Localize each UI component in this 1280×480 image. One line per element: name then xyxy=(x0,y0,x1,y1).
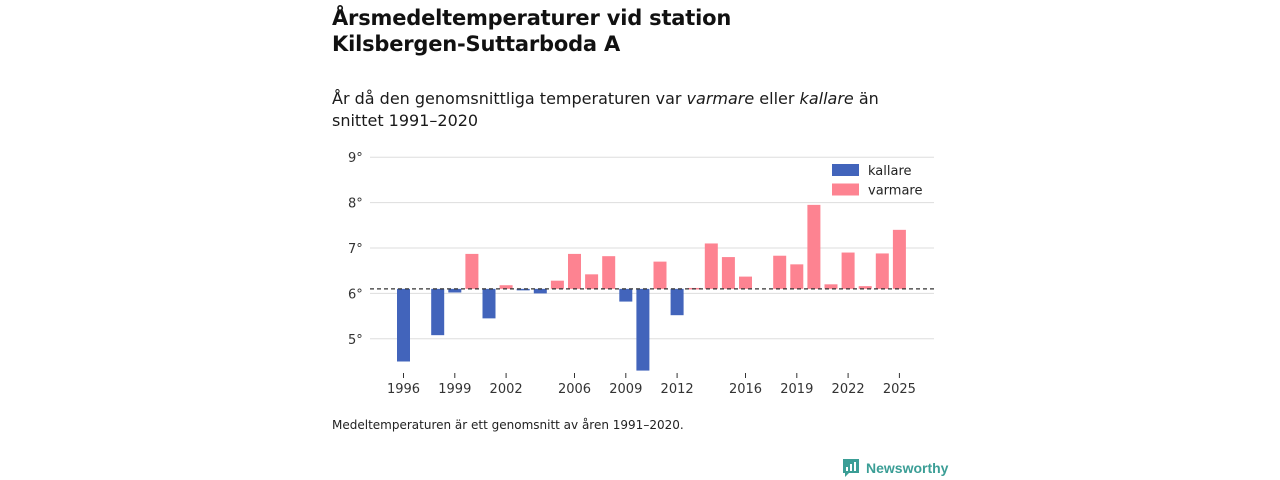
chart-title-line-1: Årsmedeltemperaturer vid station xyxy=(332,6,732,30)
bar-2008 xyxy=(602,256,616,289)
subtitle-text-3: än snittet 1991–2020 xyxy=(332,89,879,130)
bar-2024 xyxy=(875,253,889,289)
bar-2005 xyxy=(550,280,564,289)
y-tick-label: 5° xyxy=(348,333,363,348)
footnote: Medeltemperaturen är ett genomsnitt av å… xyxy=(332,418,684,432)
y-tick-label: 7° xyxy=(348,242,363,257)
y-tick-label: 6° xyxy=(348,287,363,302)
bar-2012 xyxy=(670,288,684,316)
bar-2014 xyxy=(704,243,718,289)
y-tick-label: 9° xyxy=(348,151,363,166)
bar-2020 xyxy=(807,204,821,289)
y-tick-label: 8° xyxy=(348,197,363,212)
x-tick-label: 2022 xyxy=(832,382,865,397)
bar-2003 xyxy=(516,288,530,291)
bar-2010 xyxy=(636,288,650,371)
brand-name: Newsworthy xyxy=(866,460,949,476)
chart-title-line-2: Kilsbergen-Suttarboda A xyxy=(332,32,621,56)
chart-subtitle: År då den genomsnittliga temperaturen va… xyxy=(332,88,932,132)
x-tick-label: 2009 xyxy=(609,382,642,397)
subtitle-text-2: eller xyxy=(754,89,800,108)
x-tick-label: 2006 xyxy=(558,382,591,397)
bar-2025 xyxy=(892,229,906,289)
chart-title: Årsmedeltemperaturer vid station Kilsber… xyxy=(332,5,952,57)
bar-2007 xyxy=(585,274,599,289)
legend-swatch-kallare xyxy=(832,164,859,176)
bar-2023 xyxy=(858,286,872,289)
bar-2016 xyxy=(739,276,752,289)
bar-2004 xyxy=(533,288,547,294)
bar-2021 xyxy=(824,284,838,289)
x-tick-label: 2016 xyxy=(729,382,762,397)
subtitle-text-1: År då den genomsnittliga temperaturen va… xyxy=(332,89,687,108)
bar-2001 xyxy=(482,288,496,319)
bar-2006 xyxy=(568,253,581,289)
newsworthy-logo-icon xyxy=(843,459,859,477)
bar-2011 xyxy=(653,261,667,289)
legend-swatch-varmare xyxy=(832,183,859,196)
subtitle-cold-word: kallare xyxy=(799,89,854,108)
subtitle-warm-word: varmare xyxy=(686,89,755,108)
bar-2018 xyxy=(773,255,787,289)
bar-1998 xyxy=(431,288,445,336)
x-tick-label: 1999 xyxy=(438,382,471,397)
bar-2019 xyxy=(790,264,804,289)
newsworthy-brand[interactable]: Newsworthy xyxy=(842,458,948,478)
bar-2015 xyxy=(721,257,735,289)
bar-1996 xyxy=(397,288,410,362)
bar-1999 xyxy=(448,288,462,293)
bar-2002 xyxy=(499,285,513,289)
x-tick-label: 2019 xyxy=(780,382,813,397)
bar-2022 xyxy=(841,252,855,289)
x-tick-label: 2025 xyxy=(883,382,916,397)
x-tick-label: 1996 xyxy=(387,382,420,397)
legend-label-kallare: kallare xyxy=(868,164,912,179)
x-tick-label: 2002 xyxy=(490,382,523,397)
bar-2000 xyxy=(465,253,479,289)
x-tick-label: 2012 xyxy=(661,382,694,397)
legend-label-varmare: varmare xyxy=(868,184,922,199)
bar-2009 xyxy=(619,288,633,302)
